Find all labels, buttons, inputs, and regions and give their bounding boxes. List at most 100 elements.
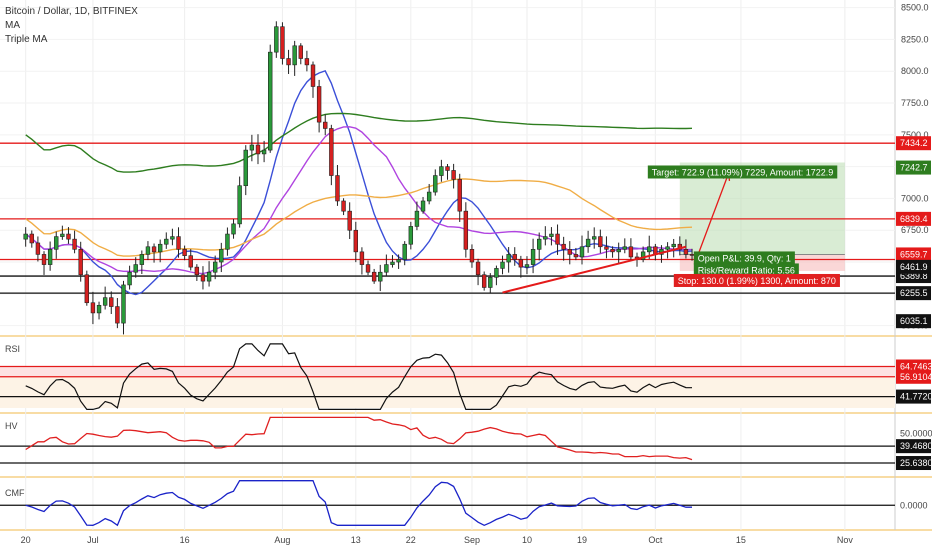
candle-body <box>353 229 358 253</box>
candle-body <box>188 255 193 268</box>
candle-body <box>488 277 493 288</box>
candle-body <box>261 149 267 155</box>
candle-body <box>683 249 689 255</box>
price-tick-label: 7750.0 <box>901 98 929 108</box>
candle-body <box>378 271 383 282</box>
candle-body <box>109 297 114 307</box>
candle-body <box>561 243 566 250</box>
candle-body <box>35 242 41 255</box>
candle-body <box>72 238 77 250</box>
candle-body <box>243 149 248 187</box>
price-tick-label: 8250.0 <box>901 34 929 44</box>
candle-body <box>194 266 200 276</box>
candle-body <box>567 249 572 255</box>
candle-body <box>231 223 236 235</box>
candle-body <box>359 251 365 265</box>
trend-line <box>502 245 687 294</box>
time-tick-label: Oct <box>648 535 663 545</box>
open-pnl-label: Open P&L: 39.9, Qty: 1 <box>693 251 795 265</box>
candle-body <box>323 121 328 129</box>
price-tick-label: 8000.0 <box>901 66 929 76</box>
candle-body <box>463 210 469 250</box>
cmf-label: CMF <box>5 488 25 498</box>
candle-body <box>335 175 340 202</box>
candle-body <box>329 128 334 176</box>
candle-body <box>121 284 126 324</box>
time-tick-label: 20 <box>21 535 31 545</box>
candle-body <box>127 271 132 286</box>
indicator-triple-ma-label[interactable]: Triple MA <box>5 34 48 45</box>
time-tick-label: 16 <box>180 535 190 545</box>
price-level-label: 6839.4 <box>900 214 928 224</box>
candle-body <box>133 264 138 273</box>
rsi-zone <box>0 376 895 408</box>
candle-body <box>96 304 102 314</box>
open-pnl-label-text: Open P&L: 39.9, Qty: 1 <box>698 253 791 263</box>
candle-body <box>689 254 695 256</box>
candle-body <box>628 246 634 258</box>
candle-body <box>543 236 548 240</box>
position-labels: Target: 722.9 (11.09%) 7229, Amount: 172… <box>647 165 840 287</box>
candle-body <box>29 233 34 244</box>
time-tick-label: Jul <box>87 535 99 545</box>
indicator-panes: RSI HV CMF <box>0 343 895 527</box>
candle-body <box>451 170 456 180</box>
candle-body <box>494 268 499 278</box>
candle-body <box>469 249 475 263</box>
candle-body <box>640 251 646 260</box>
candle-body <box>182 249 187 256</box>
price-axis[interactable]: 6000.06250.06500.06750.07000.07250.07500… <box>896 3 932 511</box>
candle-body <box>439 166 444 176</box>
time-axis[interactable]: 20 Jul 16 Aug 13 22 Sep 10 19 Oct 15 Nov <box>21 535 854 545</box>
price-level-label-tag <box>896 136 931 151</box>
candle-body <box>304 58 310 66</box>
candle-body <box>420 200 426 212</box>
target-label-text: Target: 722.9 (11.09%) 7229, Amount: 172… <box>652 167 833 177</box>
time-tick-label: 22 <box>406 535 416 545</box>
candle-body <box>176 236 181 250</box>
candle-body <box>616 249 621 253</box>
candle-body <box>371 271 377 282</box>
candle-body <box>66 233 71 240</box>
price-value-label-tag <box>896 247 931 262</box>
cmf-tick-label: 0.0000 <box>900 500 928 510</box>
candle-body <box>537 238 542 250</box>
candle-body <box>512 254 517 260</box>
candle-body <box>90 302 96 314</box>
candle-body <box>426 191 432 202</box>
candle-body <box>475 261 481 276</box>
time-tick-label: 13 <box>351 535 361 545</box>
price-level-label: 7434.2 <box>900 138 928 148</box>
candle-body <box>457 179 462 212</box>
indicator-ma-label[interactable]: MA <box>5 20 20 31</box>
candle-body <box>164 238 169 245</box>
candle-body <box>298 45 303 59</box>
symbol-title: Bitcoin / Dollar, 1D, BITFINEX <box>5 6 138 17</box>
candle-body <box>41 254 47 265</box>
candle-body <box>414 210 420 227</box>
candle-body <box>530 249 536 265</box>
candle-body <box>268 51 273 151</box>
price-value-label: 6559.7 <box>900 249 928 259</box>
candle-body <box>384 264 389 273</box>
candle-body <box>579 246 585 258</box>
candle-body <box>237 185 242 225</box>
time-tick-label: Nov <box>837 535 854 545</box>
price-level-label: 6389.8 <box>900 271 928 281</box>
candle-body <box>47 249 53 265</box>
rsi-level-label: 56.9104 <box>900 372 932 382</box>
candle-body <box>396 259 401 263</box>
rsi-level-label: 64.7463 <box>900 362 932 372</box>
candle-body <box>524 264 530 268</box>
candle-body <box>481 274 487 288</box>
candle-body <box>255 144 261 155</box>
candle-body <box>445 166 450 171</box>
hv-level-label-tag <box>896 456 931 471</box>
candlesticks <box>23 21 695 335</box>
rsi-level-label-tag <box>896 369 931 384</box>
candle-body <box>219 249 224 263</box>
price-level-label-tag <box>896 286 931 301</box>
candle-body <box>671 243 676 248</box>
candle-body <box>200 274 206 282</box>
